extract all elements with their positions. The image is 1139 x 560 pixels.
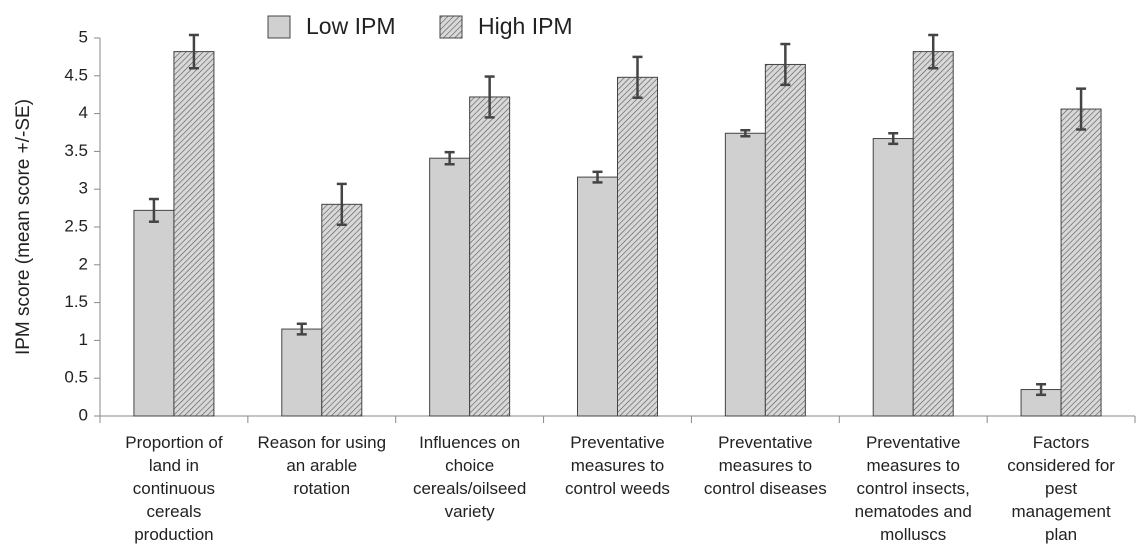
x-tick-label: Preventative measures to control insects, n…	[855, 433, 972, 544]
error-bar	[1076, 87, 1087, 131]
bar	[429, 157, 471, 417]
y-tick-label: 3.5	[64, 141, 88, 160]
bar	[173, 51, 215, 417]
error-bar	[632, 55, 643, 99]
y-tick-label: 4.5	[64, 65, 88, 84]
bar	[617, 76, 658, 417]
error-bar	[1036, 382, 1047, 397]
error-bar	[592, 170, 603, 184]
error-bar	[336, 182, 347, 226]
bar	[321, 203, 363, 417]
error-bar	[740, 128, 751, 138]
error-bar	[888, 132, 899, 146]
x-tick-label: Influences on choice cereals/oilseed variet…	[413, 433, 526, 521]
legend-swatch	[439, 15, 463, 39]
legend-swatch	[267, 15, 291, 39]
bar	[469, 96, 511, 417]
error-bar	[780, 42, 791, 87]
legend-label: Low IPM	[306, 13, 395, 39]
y-tick-label: 2.5	[64, 216, 88, 235]
bar	[764, 63, 806, 417]
bar	[281, 328, 323, 417]
y-tick-label: 0.5	[64, 368, 88, 387]
x-tick-label: Proportion of land in continuous cereals pro…	[125, 433, 223, 544]
y-tick-label: 0	[79, 405, 88, 424]
error-bar	[444, 150, 455, 166]
error-bar	[188, 33, 199, 70]
error-bar	[296, 322, 307, 336]
y-axis-label: IPM score (mean score +/-SE)	[13, 99, 34, 355]
bar	[133, 209, 175, 417]
x-tick-label: Preventative measures to control diseases	[704, 433, 827, 498]
y-tick-label: 1.5	[64, 292, 88, 311]
y-tick-label: 2	[79, 254, 88, 273]
error-bar	[928, 33, 939, 70]
bar	[872, 138, 914, 417]
bar	[724, 132, 766, 417]
error-bar	[148, 197, 159, 223]
y-tick-label: 4	[79, 103, 88, 122]
y-tick-label: 3	[79, 179, 88, 198]
y-tick-label: 5	[79, 27, 88, 46]
x-tick-label: Preventative measures to control weeds	[565, 433, 670, 498]
bar	[577, 176, 618, 417]
x-tick-label: Reason for using an arable rotation	[258, 433, 387, 498]
y-tick-label: 1	[79, 330, 88, 349]
error-bar	[484, 75, 495, 119]
bar	[1060, 108, 1102, 417]
bar	[912, 51, 954, 417]
x-tick-label: Factors considered for pest management plan	[1007, 433, 1115, 544]
legend-label: High IPM	[478, 13, 573, 39]
